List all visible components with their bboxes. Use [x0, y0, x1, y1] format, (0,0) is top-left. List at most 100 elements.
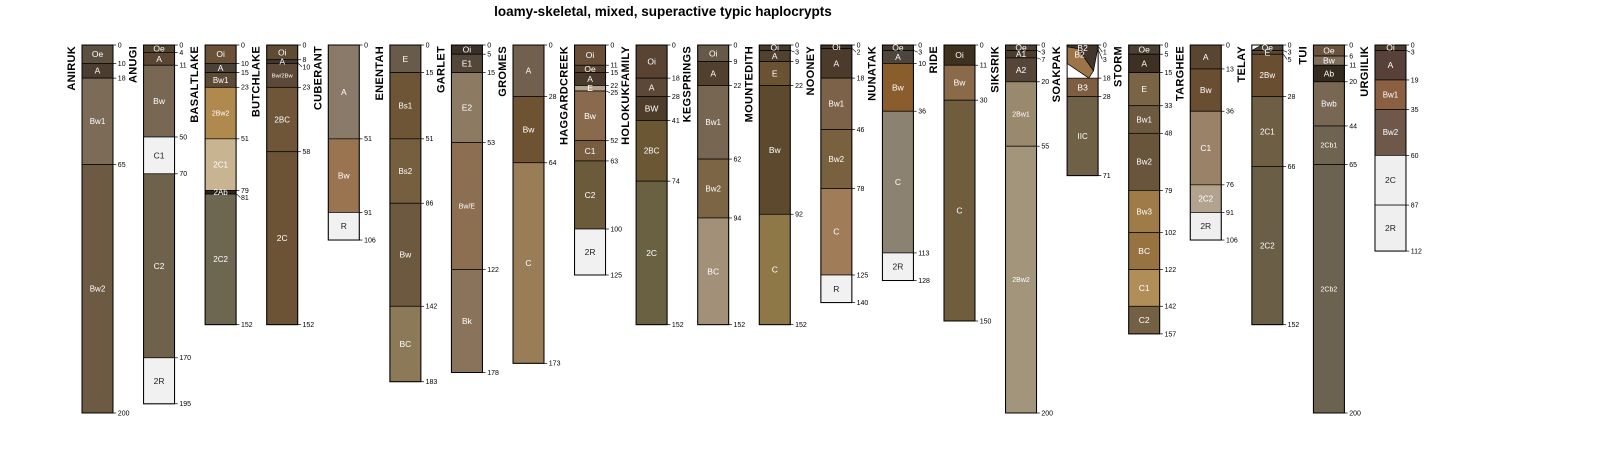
horizon-band: [1251, 53, 1284, 97]
series-name-label: SIKSRIK: [990, 46, 1002, 93]
depth-tick-label: 19: [1411, 77, 1419, 84]
depth-tick-label: 15: [610, 70, 618, 77]
horizon-label: 2C2: [1198, 194, 1213, 203]
horizon-label: E: [1264, 47, 1270, 57]
series-name-label: TARGHEE: [1174, 46, 1186, 101]
horizon-label: C1: [1139, 283, 1150, 293]
depth-tick-label: 70: [179, 171, 187, 178]
horizon-band: [389, 138, 422, 204]
depth-tick-label: 8: [303, 57, 307, 64]
profile-kegsprings: Oi A Bw1 Bw2 BC KEGSPRINGS 0 9 22 62 94 152: [682, 42, 746, 329]
depth-tick-label: 7: [1041, 57, 1045, 64]
horizon-label: Oi: [647, 57, 656, 67]
depth-tick-label: 65: [118, 162, 126, 169]
horizon-label: Oe: [1015, 43, 1027, 53]
horizon-label: 2R: [892, 262, 903, 272]
horizon-label: Oe: [1139, 45, 1151, 55]
depth-tick-label: 86: [426, 201, 434, 208]
horizon-label: C1: [1200, 143, 1211, 153]
depth-tick-label: 5: [1288, 57, 1292, 64]
horizon-label: Bs1: [398, 102, 412, 111]
depth-tick-label: 51: [426, 136, 434, 143]
horizon-label: A: [156, 54, 162, 64]
horizon-band: [143, 173, 175, 359]
horizon-label: C2: [585, 190, 596, 200]
profile-storm: Oe A E Bw1 Bw2 Bw3 BC C1 C2 STORM 0 5 15 33 48 79 102 122…: [1113, 42, 1177, 338]
horizon-label: BC: [399, 339, 411, 349]
horizon-label: 2R: [1385, 223, 1396, 233]
horizon-label: 2C: [646, 248, 657, 258]
depth-tick-label: 50: [179, 134, 187, 141]
depth-tick-label: 2: [857, 50, 861, 57]
depth-tick-label: 106: [1226, 237, 1238, 244]
depth-tick-leader: [1283, 54, 1288, 60]
column-outline: [635, 44, 668, 326]
depth-tick-label: 178: [487, 370, 499, 377]
depth-tick-label: 35: [1411, 107, 1419, 114]
depth-tick-label: 0: [1164, 42, 1168, 49]
horizon-label: C: [956, 206, 962, 216]
column-outline: [389, 44, 422, 383]
horizon-label: A: [1388, 60, 1394, 70]
depth-tick-label: 0: [980, 42, 984, 49]
depth-tick-label: 152: [303, 322, 315, 329]
horizon-label: 2R: [585, 247, 596, 257]
series-name-label: KEGSPRINGS: [682, 46, 694, 122]
horizon-label: A: [649, 82, 655, 92]
depth-tick-label: 102: [1164, 230, 1176, 237]
depth-tick-label: 20: [1041, 79, 1049, 86]
horizon-band: [1128, 305, 1161, 335]
horizon-label: Bw/E: [459, 203, 476, 210]
horizon-label: A: [895, 52, 901, 62]
depth-tick-label: 36: [1226, 109, 1234, 116]
depth-tick-label: 122: [1164, 267, 1176, 274]
depth-tick-label: 51: [241, 136, 249, 143]
profile-enentah: E Bs1 Bs2 Bw BC ENENTAH 0 15 51 86 142 183: [374, 42, 438, 386]
horizon-label: Oi: [955, 50, 964, 60]
horizon-label: Bw1: [705, 118, 721, 127]
depth-tick-label: 94: [734, 215, 742, 222]
depth-tick-label: 113: [918, 250, 929, 257]
depth-tick-label: 152: [672, 322, 684, 329]
depth-tick-label: 10: [241, 61, 249, 68]
depth-tick-label: 125: [610, 272, 622, 279]
column-outline: [1005, 44, 1038, 414]
horizon-band: [1189, 212, 1222, 241]
horizon-label: 2C2: [1260, 241, 1275, 250]
horizon-label: A: [279, 57, 285, 67]
depth-tick-label: 13: [1226, 66, 1234, 73]
horizon-label: A: [772, 51, 778, 61]
column-outline: [512, 44, 545, 364]
depth-tick-leader: [1098, 50, 1103, 60]
horizon-label: 2C: [1385, 175, 1396, 185]
depth-tick-label: 55: [1041, 144, 1049, 151]
horizon-label: Bw3: [1136, 207, 1152, 216]
depth-tick-label: 0: [1226, 42, 1230, 49]
horizon-band: [327, 212, 360, 241]
horizon-label: A: [834, 58, 840, 68]
series-name-label: TUI: [1297, 46, 1309, 65]
depth-tick-label: 0: [487, 42, 491, 49]
depth-tick-label: 87: [1411, 202, 1419, 209]
horizon-label: Bw2: [829, 155, 845, 164]
column-outline: [204, 44, 237, 326]
depth-tick-label: 106: [364, 237, 376, 244]
depth-tick-label: 0: [241, 42, 245, 49]
horizon-label: Oe: [584, 64, 596, 74]
depth-tick-label: 9: [734, 59, 738, 66]
depth-tick-label: 6: [1349, 53, 1353, 60]
depth-tick-label: 0: [918, 42, 922, 49]
horizon-band: [389, 305, 422, 383]
horizon-label: Oe: [1323, 45, 1335, 55]
depth-tick-label: 18: [1103, 76, 1111, 83]
series-name-label: BUTCHLAKE: [251, 46, 263, 117]
depth-tick-label: 112: [1411, 248, 1422, 255]
column-outline: [943, 44, 976, 322]
horizon-label: Bk: [462, 316, 473, 326]
depth-tick-label: 170: [179, 355, 191, 362]
chart-title: loamy-skeletal, mixed, superactive typic…: [494, 4, 832, 19]
depth-tick-label: 3: [1411, 50, 1415, 57]
depth-tick-label: 142: [426, 304, 438, 311]
depth-tick-label: 28: [1288, 94, 1296, 101]
horizon-label: Bw: [892, 82, 905, 92]
